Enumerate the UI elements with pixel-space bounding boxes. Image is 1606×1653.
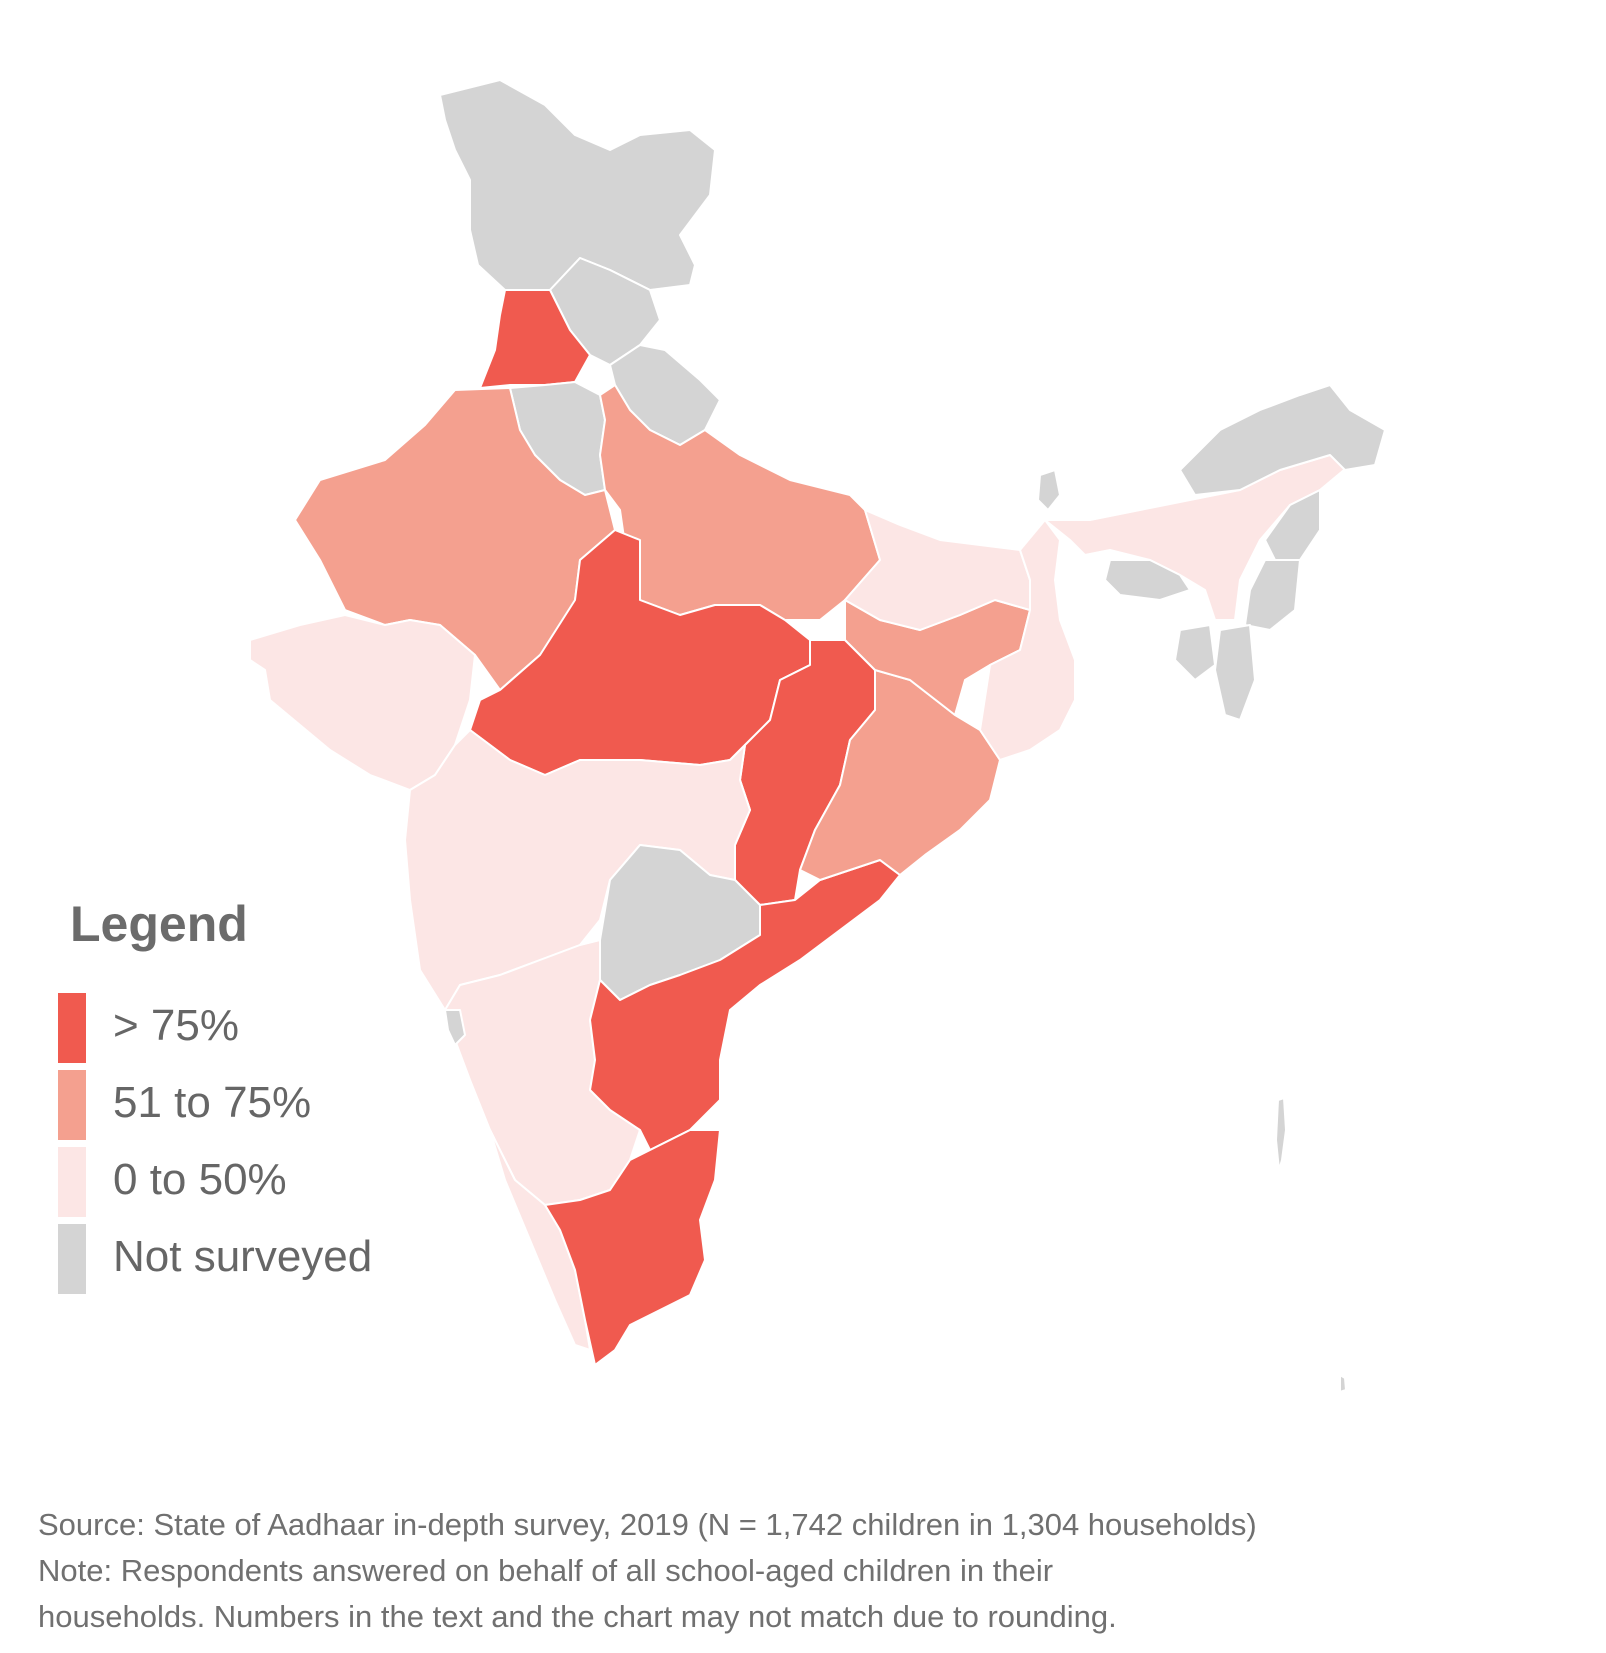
legend-item-0to50: 0 to 50% [58,1147,287,1224]
legend-swatch-gt75 [58,993,86,1063]
legend-label-not-surveyed: Not surveyed [113,1232,373,1281]
region-nicobar-islands [1339,1374,1347,1393]
region-andaman-islands [1275,1097,1287,1171]
legend-swatch-0to50 [58,1147,86,1217]
legend-swatch-not-surveyed [58,1224,86,1294]
region-uttar-pradesh [599,384,881,621]
source-text: Source: State of Aadhaar in-depth survey… [38,1507,1257,1542]
region-mizoram [1214,624,1256,721]
region-assam [1044,454,1351,621]
legend-item-51to75: 51 to 75% [58,1070,311,1147]
region-tamil-nadu [544,1129,721,1366]
region-arunachal-pradesh [1179,384,1386,496]
region-tripura [1174,624,1216,681]
legend-title: Legend [70,896,248,952]
legend-label-51to75: 51 to 75% [113,1078,312,1127]
footnote: Source: State of Aadhaar in-depth survey… [38,1502,1578,1640]
region-bihar [844,509,1031,631]
note-text-line2: households. Numbers in the text and the … [38,1599,1117,1634]
region-sikkim [1037,469,1061,511]
legend-swatch-51to75 [58,1070,86,1140]
legend-item-not-surveyed: Not surveyed [58,1224,372,1301]
map-legend: Legend > 75% 51 to 75% 0 to 50% Not surv… [58,895,372,1301]
region-west-bengal [979,519,1076,761]
region-goa [444,1009,466,1046]
region-gujarat [249,614,476,791]
legend-item-gt75: > 75% [58,993,248,1070]
legend-label-gt75: > 75% [113,1001,239,1050]
legend-label-0to50: 0 to 50% [113,1155,287,1204]
region-manipur [1244,559,1301,631]
note-text-line1: Note: Respondents answered on behalf of … [38,1553,1054,1588]
region-meghalaya [1104,559,1191,601]
region-jammu-kashmir [439,79,716,291]
